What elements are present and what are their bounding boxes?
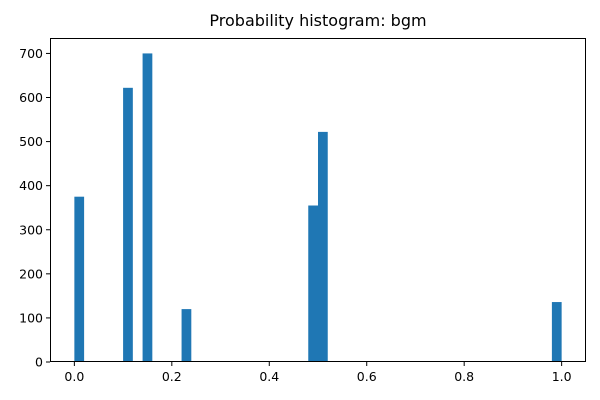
y-tick-label: 300 — [19, 222, 43, 237]
histogram-bar-1 — [123, 87, 133, 362]
y-tick-label: 500 — [19, 134, 43, 149]
y-tick-label: 100 — [19, 310, 43, 325]
x-tick-label: 0.8 — [454, 369, 474, 384]
y-tick-label: 200 — [19, 266, 43, 281]
x-tick-label: 0.2 — [162, 369, 182, 384]
y-tick-label: 0 — [35, 355, 43, 370]
x-tick-label: 1.0 — [552, 369, 572, 384]
y-tick-label: 700 — [19, 46, 43, 61]
histogram-bar-2 — [142, 53, 153, 363]
y-tick-label: 400 — [19, 178, 43, 193]
axes-frame — [50, 38, 586, 362]
x-tick-label: 0.4 — [259, 369, 279, 384]
histogram-bar-7 — [551, 302, 562, 362]
x-tick-label: 0.0 — [64, 369, 84, 384]
y-tick-label: 600 — [19, 90, 43, 105]
histogram-bar-6 — [318, 131, 328, 362]
x-tick-label: 0.6 — [357, 369, 377, 384]
chart-title: Probability histogram: bgm — [209, 11, 427, 30]
histogram-bar-4 — [181, 309, 192, 362]
histogram-bar-5 — [308, 205, 318, 362]
histogram-bar-0 — [74, 196, 85, 362]
